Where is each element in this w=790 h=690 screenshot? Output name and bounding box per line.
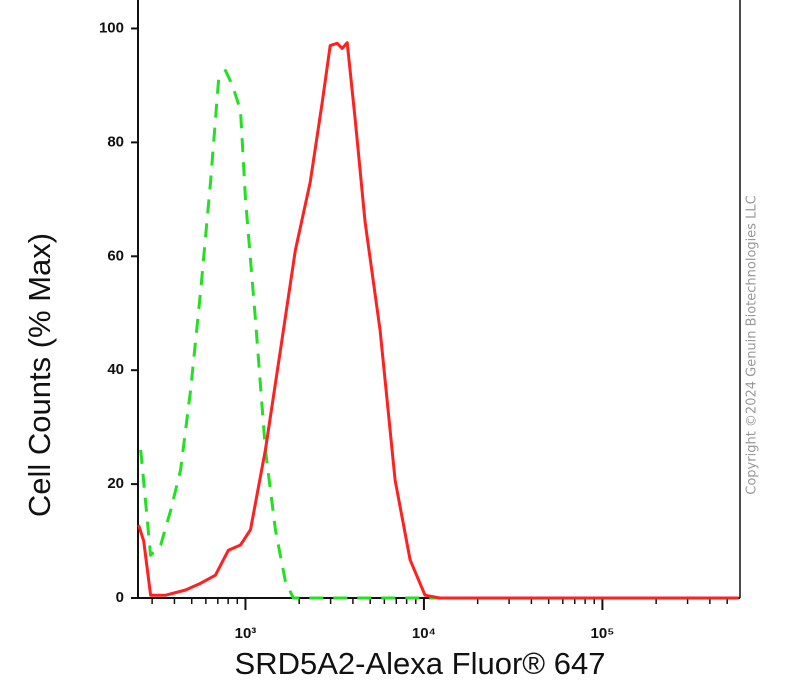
y-tick-label: 0 <box>116 589 124 606</box>
x-tick-label: 10⁴ <box>412 625 436 642</box>
y-tick-label: 20 <box>107 475 124 492</box>
watermark: Copyright ©2024 Genuin Biotechnologies L… <box>745 195 760 494</box>
y-tick-label: 40 <box>107 361 124 378</box>
y-axis-title: Cell Counts (% Max) <box>22 233 57 517</box>
series-line <box>139 69 739 600</box>
series-line <box>137 41 739 600</box>
y-tick-label: 100 <box>99 19 124 36</box>
x-tick-label: 10⁵ <box>591 625 615 642</box>
y-tick-label: 60 <box>107 247 124 264</box>
y-tick-label: 80 <box>107 133 124 150</box>
x-axis-title: SRD5A2-Alexa Fluor® 647 <box>235 646 606 681</box>
x-tick-label: 10³ <box>235 625 257 642</box>
